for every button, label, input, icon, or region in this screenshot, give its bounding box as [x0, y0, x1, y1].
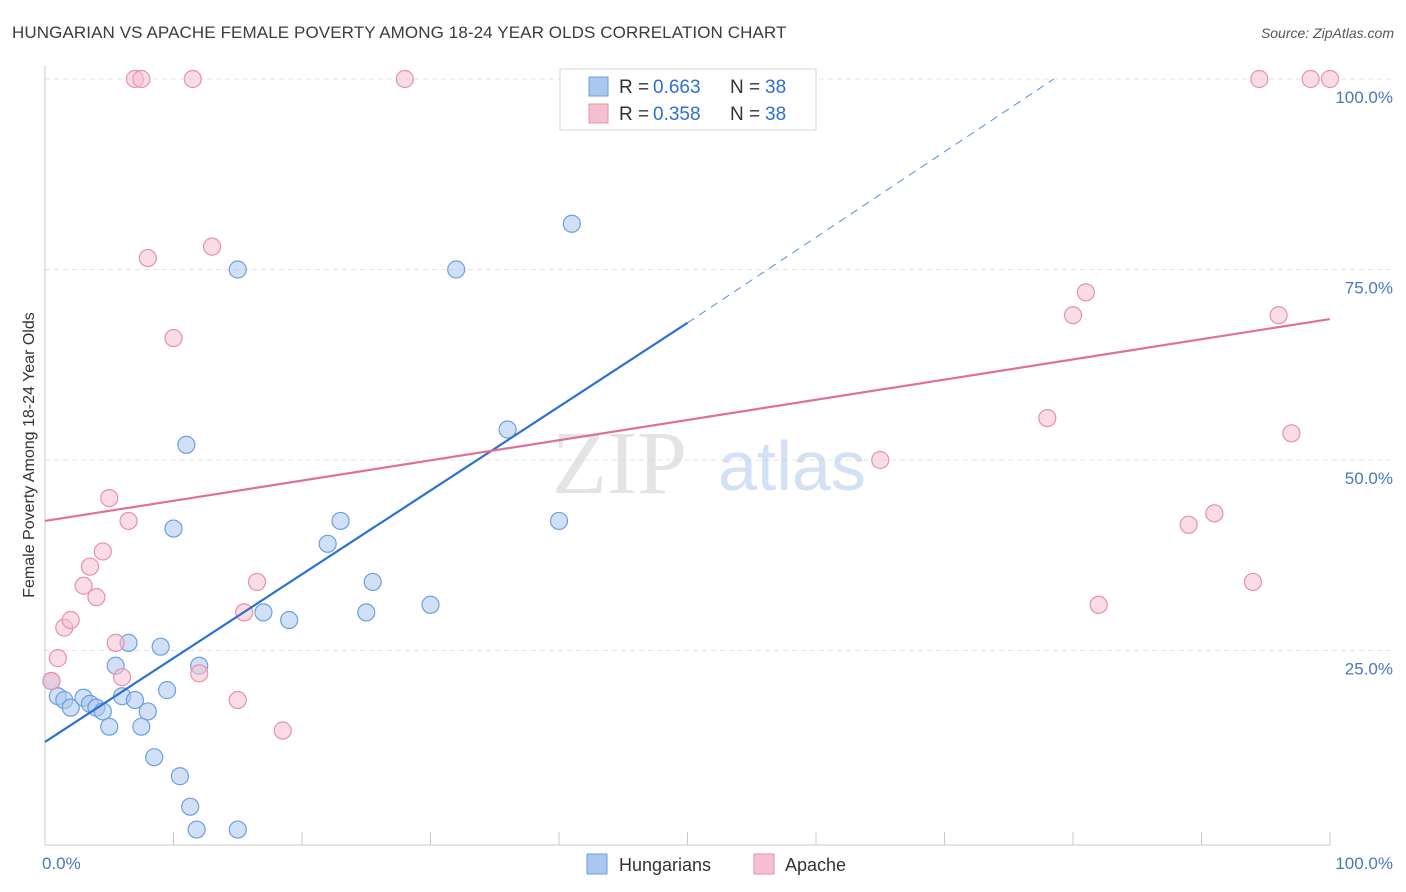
y-axis-title: Female Poverty Among 18-24 Year Olds: [21, 312, 38, 598]
point-apache-14: [138, 248, 157, 268]
point-apache-6: [87, 588, 106, 607]
series-legend: Hungarians Apache: [586, 853, 846, 875]
point-apache-33: [1269, 306, 1288, 325]
point-hungarians-12: [125, 690, 145, 710]
point-apache-0: [42, 671, 61, 691]
point-hungarians-14: [138, 702, 157, 721]
legend-r-label-1: R =: [619, 104, 649, 125]
point-apache-27: [1076, 283, 1095, 302]
legend-r-label-0: R =: [619, 77, 649, 98]
point-apache-19: [228, 690, 247, 710]
point-apache-10: [112, 668, 132, 687]
point-apache-22: [273, 721, 292, 740]
chart-title: HUNGARIAN VS APACHE FEMALE POVERTY AMONG…: [12, 23, 787, 42]
watermark-zip: ZIP: [552, 414, 687, 513]
legend-swatch-hungarians: [588, 76, 609, 97]
point-apache-35: [1301, 69, 1320, 89]
point-hungarians-36: [562, 214, 581, 233]
point-apache-7: [93, 542, 112, 561]
point-hungarians-34: [498, 420, 517, 439]
point-hungarians-15: [145, 748, 164, 767]
point-apache-17: [190, 664, 209, 683]
correlation-legend: R = 0.663 N = 38 R = 0.358 N = 38: [559, 68, 817, 131]
trend-line-hungarians: [44, 321, 689, 743]
point-apache-8: [100, 489, 119, 508]
point-hungarians-21: [181, 797, 200, 816]
point-hungarians-28: [318, 534, 337, 553]
x-tick-label-1: 100.0%: [1335, 854, 1393, 873]
x-tick-label-0: 0.0%: [42, 854, 81, 873]
point-hungarians-8: [100, 717, 119, 736]
bottom-legend-swatch-apache: [753, 853, 775, 875]
point-apache-5: [80, 557, 100, 576]
point-hungarians-33: [447, 260, 466, 279]
data-points: [42, 69, 1340, 839]
point-apache-34: [1282, 424, 1301, 443]
x-tick-labels: 0.0% 100.0%: [42, 854, 1393, 873]
legend-swatch-apache: [588, 103, 609, 124]
point-apache-31: [1243, 572, 1263, 592]
point-hungarians-35: [549, 511, 569, 531]
point-hungarians-3: [61, 698, 80, 717]
bottom-legend-swatch-hungarians: [586, 853, 608, 875]
point-apache-26: [1063, 306, 1083, 325]
legend-n-label-0: N =: [730, 77, 760, 98]
y-tick-labels: 25.0% 50.0% 75.0% 100.0%: [1335, 88, 1393, 679]
point-hungarians-20: [177, 435, 196, 454]
point-apache-18: [202, 237, 222, 256]
point-apache-23: [395, 69, 414, 89]
point-apache-21: [247, 572, 267, 592]
point-hungarians-27: [280, 610, 299, 630]
point-hungarians-31: [363, 572, 382, 592]
watermark: ZIP atlas: [552, 414, 866, 513]
watermark-atlas: atlas: [718, 427, 866, 505]
y-tick-label-3: 100.0%: [1335, 88, 1393, 107]
point-apache-36: [1320, 69, 1340, 89]
point-apache-30: [1205, 504, 1224, 523]
point-apache-28: [1089, 595, 1108, 614]
point-hungarians-25: [228, 260, 247, 279]
point-hungarians-24: [228, 820, 247, 839]
trend-extension-hungarians: [687, 78, 1055, 324]
point-hungarians-19: [170, 767, 190, 786]
point-apache-16: [183, 69, 202, 89]
legend-n-label-1: N =: [730, 104, 760, 125]
point-apache-11: [119, 511, 138, 531]
legend-r-value-1: 0.358: [653, 104, 701, 125]
point-apache-24: [871, 450, 890, 470]
y-tick-label-1: 50.0%: [1345, 469, 1393, 488]
legend-r-value-0: 0.663: [653, 77, 701, 98]
point-apache-3: [61, 610, 80, 630]
bottom-legend-label-hungarians: Hungarians: [619, 855, 711, 875]
legend-n-value-0: 38: [765, 77, 786, 98]
point-apache-25: [1038, 408, 1057, 428]
point-hungarians-13: [132, 717, 151, 736]
point-apache-15: [164, 328, 183, 348]
point-hungarians-29: [331, 511, 350, 531]
point-apache-4: [74, 576, 93, 595]
point-hungarians-16: [151, 637, 170, 656]
legend-n-value-1: 38: [765, 104, 786, 125]
point-apache-9: [106, 633, 125, 652]
point-hungarians-26: [254, 603, 273, 622]
point-apache-13: [132, 69, 151, 89]
chart-source: Source: ZipAtlas.com: [1260, 25, 1394, 41]
point-apache-29: [1179, 515, 1198, 534]
point-hungarians-22: [187, 820, 206, 839]
axes: [44, 66, 1331, 846]
point-hungarians-17: [157, 681, 177, 700]
point-hungarians-18: [164, 519, 183, 538]
trend-line-apache: [44, 317, 1331, 523]
bottom-legend-label-apache: Apache: [785, 855, 846, 875]
point-apache-1: [48, 649, 67, 668]
y-tick-label-0: 25.0%: [1345, 660, 1393, 679]
grid-lines: [45, 78, 1392, 651]
y-tick-label-2: 75.0%: [1345, 279, 1393, 298]
trend-lines: [44, 78, 1331, 743]
point-hungarians-30: [357, 603, 376, 622]
point-hungarians-32: [421, 595, 440, 614]
point-apache-32: [1250, 69, 1269, 89]
